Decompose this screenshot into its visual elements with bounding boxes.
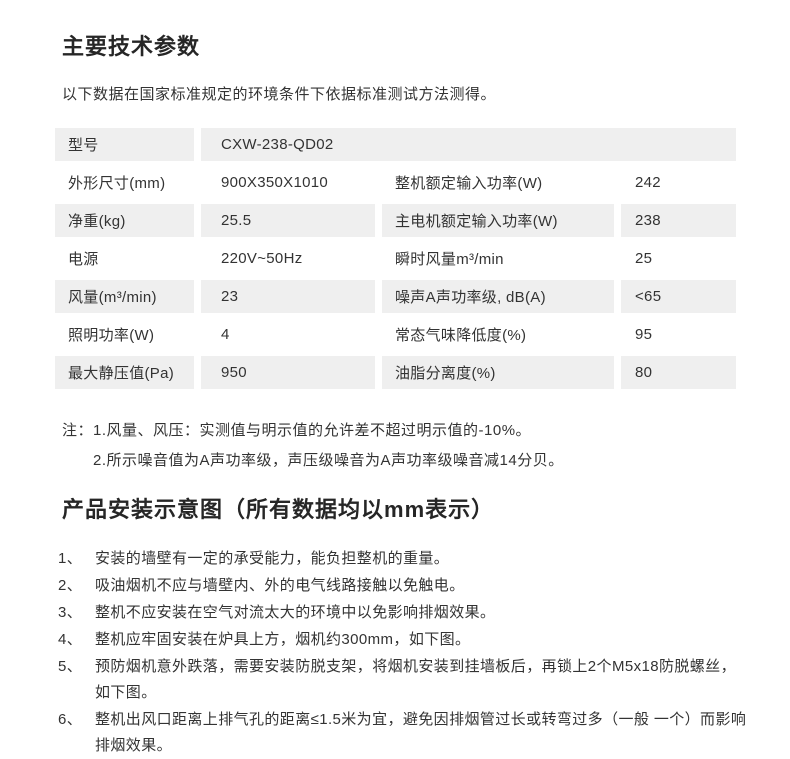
- step-number: 1、: [58, 550, 83, 567]
- note-text: 2.所示噪音值为A声功率级，声压级噪音为A声功率级噪音减14分贝。: [93, 452, 564, 469]
- spec-label: 整机额定输入功率(W): [382, 166, 614, 199]
- install-step: 1、 安装的墙壁有一定的承受能力，能负担整机的重量。: [58, 546, 750, 572]
- spec-value: 95: [621, 318, 736, 351]
- spec-value: 4: [201, 318, 375, 351]
- note-line-1: 注： 1.风量、风压：实测值与明示值的允许差不超过明示值的-10%。: [62, 416, 790, 446]
- step-number: 2、: [58, 577, 83, 594]
- step-number: 5、: [58, 658, 83, 675]
- install-step: 3、 整机不应安装在空气对流太大的环境中以免影响排烟效果。: [58, 600, 750, 626]
- spec-table: 型号 CXW-238-QD02 外形尺寸(mm) 900X350X1010 整机…: [55, 128, 736, 389]
- spec-value: 23: [201, 280, 375, 313]
- install-step: 5、 预防烟机意外跌落，需要安装防脱支架，将烟机安装到挂墙板后，再锁上2个M5x…: [58, 654, 750, 706]
- step-text: 预防烟机意外跌落，需要安装防脱支架，将烟机安装到挂墙板后，再锁上2个M5x18防…: [95, 658, 736, 701]
- install-step: 4、 整机应牢固安装在炉具上方，烟机约300mm，如下图。: [58, 627, 750, 653]
- spec-label: 最大静压值(Pa): [55, 356, 194, 389]
- spec-label: 主电机额定输入功率(W): [382, 204, 614, 237]
- note-prefix: 注：: [62, 422, 94, 439]
- install-diagram-title: 产品安装示意图（所有数据均以mm表示）: [62, 497, 495, 522]
- step-number: 6、: [58, 711, 83, 728]
- main-params-title: 主要技术参数: [62, 34, 201, 59]
- spec-value: <65: [621, 280, 736, 313]
- spec-value: 242: [621, 166, 736, 199]
- spec-value: 25: [621, 242, 736, 275]
- step-text: 整机应牢固安装在炉具上方，烟机约300mm，如下图。: [95, 631, 471, 648]
- spec-model-value: CXW-238-QD02: [201, 128, 736, 161]
- step-text: 吸油烟机不应与墙壁内、外的电气线路接触以免触电。: [95, 577, 465, 594]
- note-text: 1.风量、风压：实测值与明示值的允许差不超过明示值的-10%。: [93, 422, 532, 439]
- step-number: 4、: [58, 631, 83, 648]
- spec-label: 净重(kg): [55, 204, 194, 237]
- spec-value: 25.5: [201, 204, 375, 237]
- spec-label: 电源: [55, 242, 194, 275]
- spec-label: 照明功率(W): [55, 318, 194, 351]
- spec-value: 80: [621, 356, 736, 389]
- spec-label: 常态气味降低度(%): [382, 318, 614, 351]
- spec-label: 瞬时风量m³/min: [382, 242, 614, 275]
- spec-label: 噪声A声功率级, dB(A): [382, 280, 614, 313]
- product-spec-page: 主要技术参数 以下数据在国家标准规定的环境条件下依据标准测试方法测得。 型号 C…: [55, 34, 790, 754]
- test-conditions-note: 以下数据在国家标准规定的环境条件下依据标准测试方法测得。: [62, 86, 497, 103]
- install-step: 6、 整机出风口距离上排气孔的距离≤1.5米为宜，避免因排烟管过长或转弯过多（一…: [58, 707, 750, 759]
- spec-value: 220V~50Hz: [201, 242, 375, 275]
- step-text: 整机出风口距离上排气孔的距离≤1.5米为宜，避免因排烟管过长或转弯过多（一般 一…: [95, 711, 747, 754]
- table-notes: 注： 1.风量、风压：实测值与明示值的允许差不超过明示值的-10%。 2.所示噪…: [62, 416, 790, 476]
- spec-model-label: 型号: [55, 128, 194, 161]
- spec-label: 外形尺寸(mm): [55, 166, 194, 199]
- step-text: 安装的墙壁有一定的承受能力，能负担整机的重量。: [95, 550, 450, 567]
- spec-label: 风量(m³/min): [55, 280, 194, 313]
- spec-value: 950: [201, 356, 375, 389]
- install-instructions: 1、 安装的墙壁有一定的承受能力，能负担整机的重量。 2、 吸油烟机不应与墙壁内…: [58, 546, 750, 759]
- step-text: 整机不应安装在空气对流太大的环境中以免影响排烟效果。: [95, 604, 496, 621]
- step-number: 3、: [58, 604, 83, 621]
- spec-value: 900X350X1010: [201, 166, 375, 199]
- install-step: 2、 吸油烟机不应与墙壁内、外的电气线路接触以免触电。: [58, 573, 750, 599]
- spec-label: 油脂分离度(%): [382, 356, 614, 389]
- spec-value: 238: [621, 204, 736, 237]
- note-line-2: 2.所示噪音值为A声功率级，声压级噪音为A声功率级噪音减14分贝。: [62, 446, 790, 476]
